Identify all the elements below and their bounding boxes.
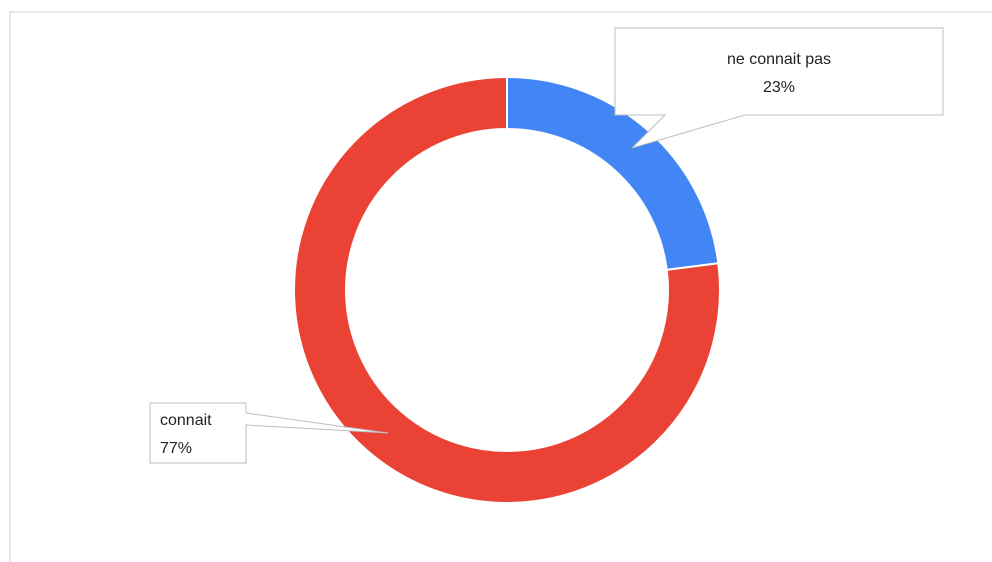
frame (9, 11, 992, 562)
slice-value-label: 23% (763, 79, 795, 96)
slice-label: ne connait pas (727, 51, 831, 68)
slice-label: connait (160, 412, 212, 429)
callout-box (614, 27, 944, 149)
slice-value-label: 77% (160, 440, 192, 457)
donut (293, 75, 721, 504)
slice (293, 75, 721, 504)
callout-box (149, 402, 389, 464)
